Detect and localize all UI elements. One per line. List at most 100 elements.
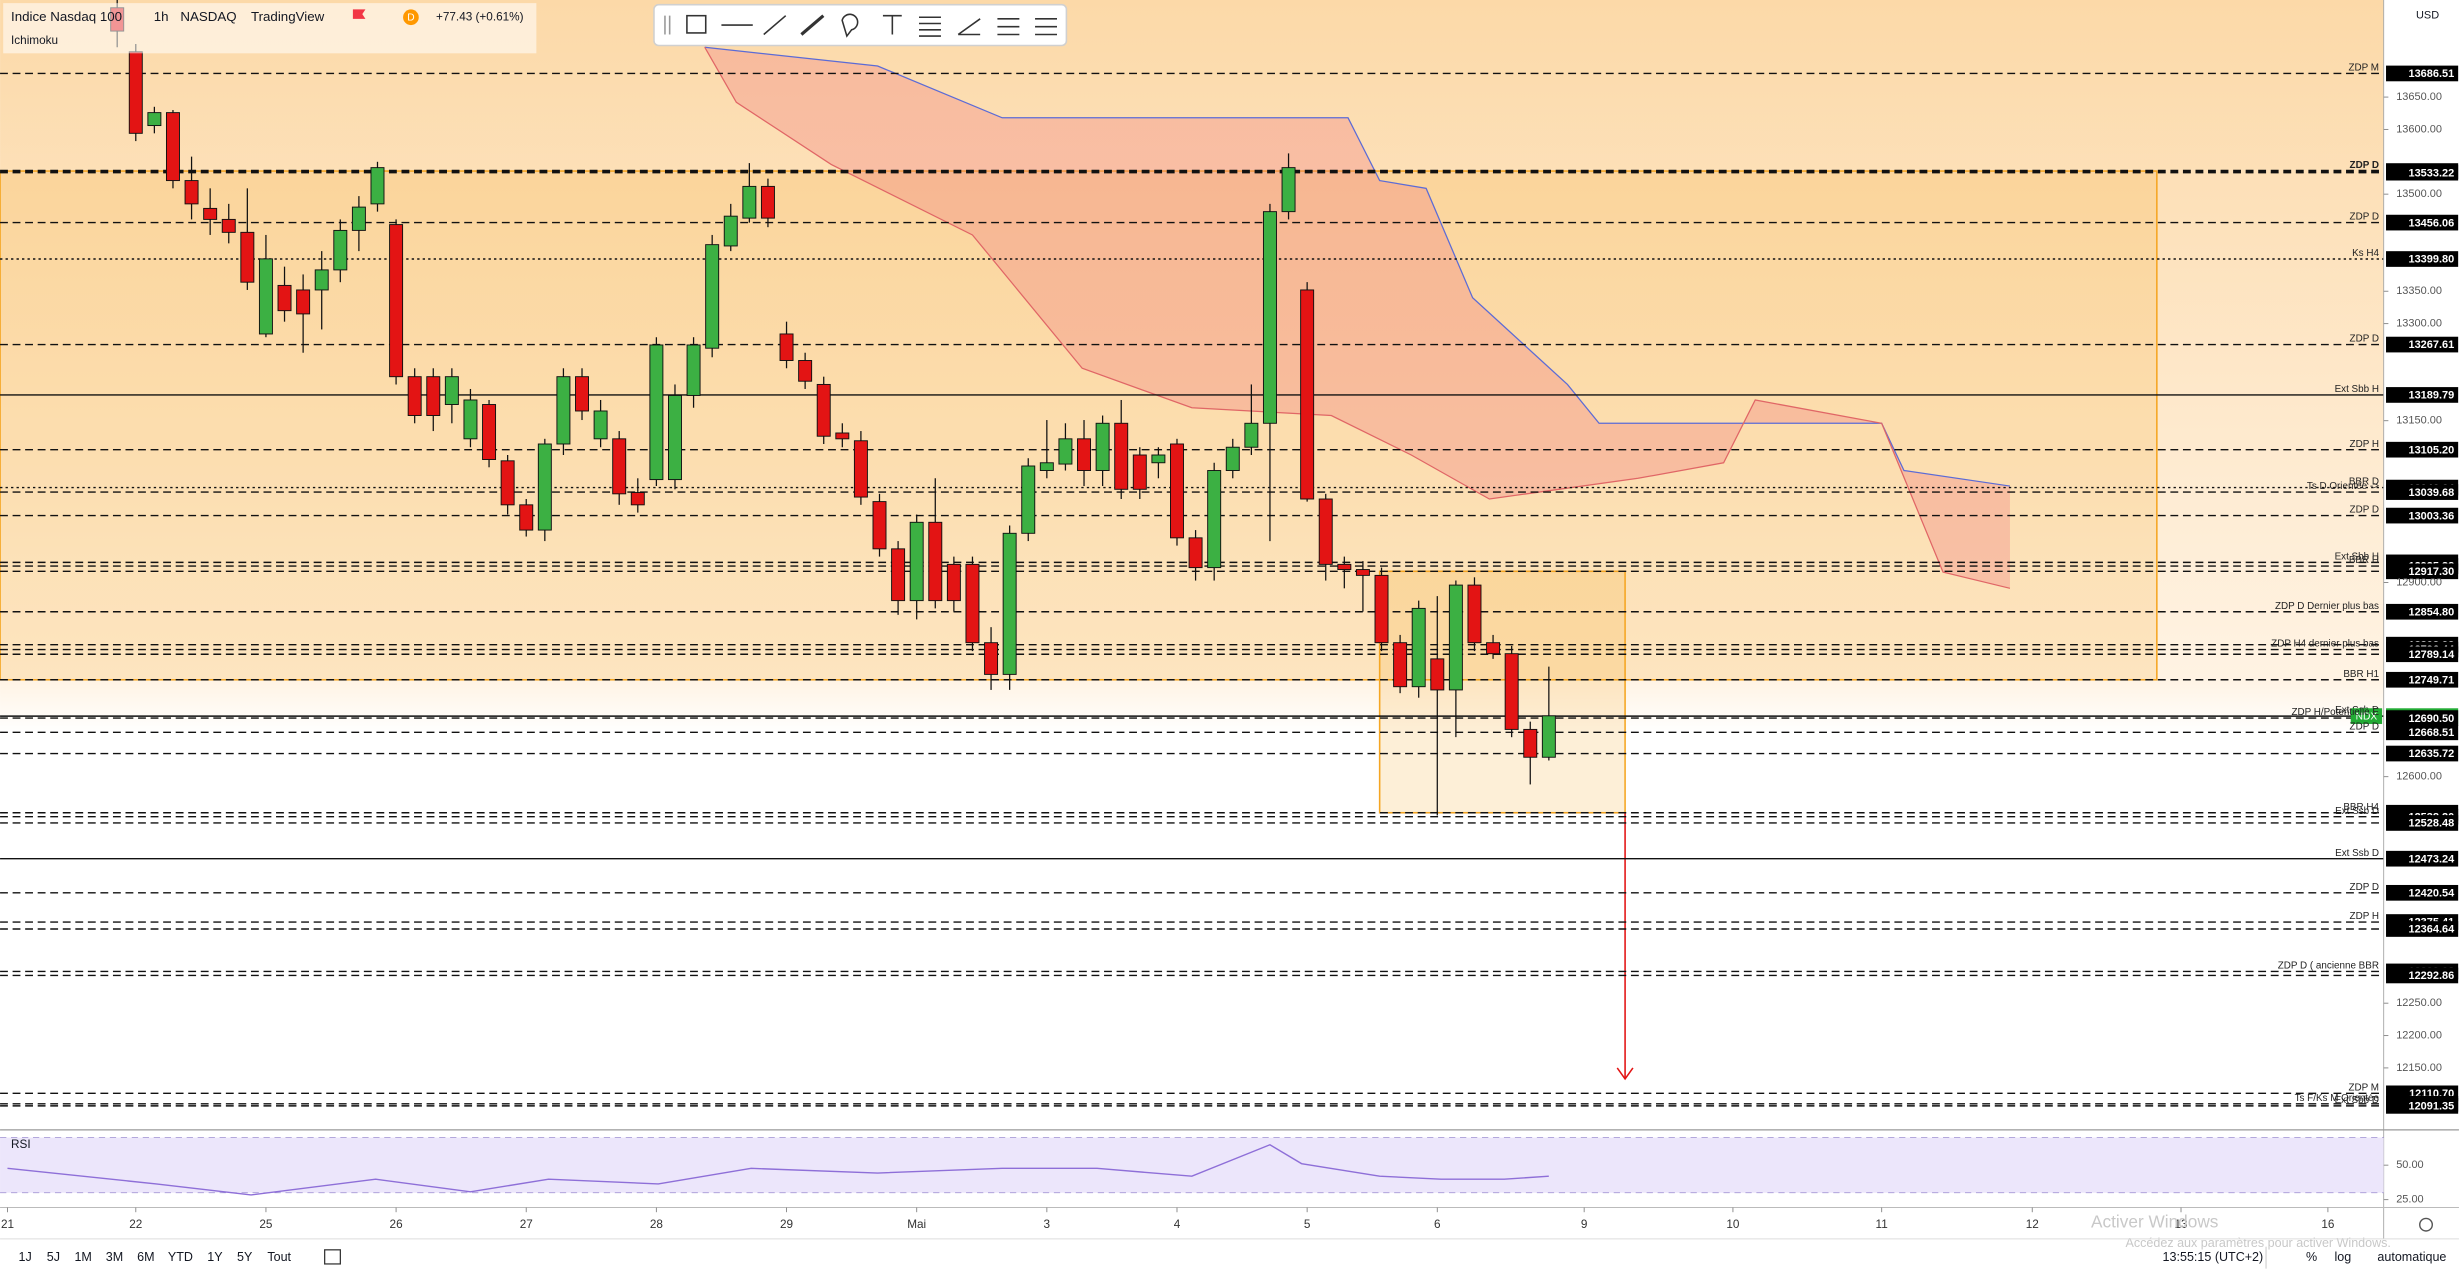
toolbar-handle[interactable] bbox=[664, 15, 671, 35]
candle-body bbox=[184, 180, 199, 205]
candle-body bbox=[1244, 422, 1259, 448]
price-label-box bbox=[2386, 850, 2459, 867]
level-name: BBR H4 bbox=[2343, 802, 2379, 813]
level-name: ZDP D bbox=[2350, 160, 2379, 171]
toolbar-panel bbox=[653, 3, 1068, 47]
timeframe-button[interactable]: 5Y bbox=[237, 1250, 253, 1264]
timeframe-button[interactable]: 5J bbox=[47, 1250, 60, 1264]
y-tick-label: 12600.00 bbox=[2396, 771, 2442, 783]
candle-body bbox=[370, 167, 385, 205]
source: TradingView bbox=[251, 9, 325, 24]
tool-marker[interactable] bbox=[841, 13, 859, 38]
level-name: Ts F/Ks M Orientée bbox=[2295, 1093, 2380, 1104]
candle-body bbox=[296, 289, 311, 315]
timeframe-button[interactable]: 1J bbox=[19, 1250, 32, 1264]
candle-body bbox=[742, 185, 757, 219]
x-tick-label: 3 bbox=[1044, 1218, 1051, 1231]
watermark-title: Activer Windows bbox=[2091, 1212, 2218, 1232]
candle-body bbox=[556, 376, 571, 445]
price-label-box bbox=[2386, 507, 2459, 524]
timeframe-button[interactable]: 6M bbox=[137, 1250, 154, 1264]
candle-body bbox=[1523, 728, 1538, 758]
level-name: BBR H bbox=[2349, 555, 2379, 566]
level-name: Ts D Orientée -> bbox=[2307, 481, 2379, 492]
level-name: ZDP M bbox=[2348, 1082, 2379, 1093]
rsi-pane bbox=[0, 1137, 2384, 1196]
timeframe-button[interactable]: 1M bbox=[74, 1250, 91, 1264]
tool-rectangle[interactable] bbox=[686, 14, 707, 34]
price-label-box bbox=[2386, 563, 2459, 580]
tool-angle[interactable] bbox=[957, 18, 981, 36]
flag-icon[interactable] bbox=[352, 9, 366, 19]
scale-button[interactable]: log bbox=[2335, 1250, 2352, 1264]
symbol[interactable]: Indice Nasdaq 100 bbox=[11, 9, 122, 24]
price-label: 13686.51 bbox=[2408, 68, 2454, 80]
x-tick-label: 16 bbox=[2321, 1218, 2335, 1231]
zone bbox=[1378, 570, 1626, 814]
price-label: 12749.71 bbox=[2408, 674, 2454, 686]
candle-body bbox=[723, 215, 738, 247]
date-range-icon[interactable] bbox=[324, 1249, 341, 1265]
tool-text[interactable] bbox=[882, 14, 902, 35]
tool-trend[interactable] bbox=[763, 15, 787, 36]
currency[interactable]: USD bbox=[2416, 10, 2439, 22]
y-tick-label: 12200.00 bbox=[2396, 1029, 2442, 1041]
level-name: ZDP D Dernier plus bas bbox=[2275, 601, 2379, 612]
zones bbox=[0, 170, 2158, 1081]
price-label-box bbox=[2386, 1098, 2459, 1114]
tool-settings[interactable] bbox=[997, 18, 1020, 36]
candle-body bbox=[1486, 642, 1501, 655]
level-name: ZDP D bbox=[2350, 882, 2379, 893]
candle-body bbox=[816, 383, 831, 437]
price-label-box bbox=[2386, 646, 2459, 663]
price-label: 12668.51 bbox=[2408, 727, 2454, 739]
scale-button[interactable]: % bbox=[2306, 1250, 2317, 1264]
candle-body bbox=[1337, 563, 1352, 571]
timeframe-button[interactable]: 3M bbox=[106, 1250, 123, 1264]
cloud bbox=[704, 46, 2011, 589]
settings-icon[interactable] bbox=[2419, 1217, 2433, 1232]
price-label: 13039.68 bbox=[2408, 487, 2454, 499]
interval[interactable]: 1h bbox=[154, 9, 169, 24]
level-name: Ks H4 bbox=[2352, 248, 2379, 259]
level-name: ZDP D bbox=[2350, 334, 2379, 345]
candle-body bbox=[1021, 465, 1036, 534]
timeframe-button[interactable]: 1Y bbox=[207, 1250, 223, 1264]
x-tick-label: 22 bbox=[129, 1218, 142, 1231]
candle-body bbox=[668, 394, 682, 481]
price-label: 12690.50 bbox=[2408, 713, 2454, 725]
price-label-box bbox=[2386, 671, 2459, 688]
header-background bbox=[3, 3, 537, 54]
candle-body bbox=[1318, 498, 1333, 565]
price-label-box bbox=[2386, 710, 2459, 726]
timeframe-button[interactable]: Tout bbox=[267, 1250, 291, 1264]
cloud-fill bbox=[704, 47, 2010, 589]
candle-body bbox=[946, 563, 961, 602]
x-tick-label: 25 bbox=[259, 1218, 273, 1231]
candle-body bbox=[463, 399, 478, 440]
x-tick-label: 29 bbox=[780, 1218, 793, 1231]
candle-body bbox=[519, 504, 534, 531]
price-label: 12854.80 bbox=[2408, 606, 2454, 618]
candle-body bbox=[1467, 584, 1482, 644]
candle-body bbox=[1170, 443, 1184, 539]
rsi-line bbox=[7, 1143, 1549, 1196]
x-tick-label: 9 bbox=[1581, 1218, 1588, 1231]
tool-more[interactable] bbox=[1035, 18, 1058, 36]
level-name: ZDP H bbox=[2350, 911, 2379, 922]
tool-fib[interactable] bbox=[919, 16, 941, 37]
scale-button[interactable]: automatique bbox=[2377, 1250, 2446, 1264]
last-tag: NDX bbox=[2356, 712, 2378, 723]
timeframe-button[interactable]: YTD bbox=[168, 1250, 193, 1264]
price-label: 13399.80 bbox=[2408, 254, 2454, 266]
indicator-name[interactable]: Ichimoku bbox=[11, 34, 58, 47]
price-label-box bbox=[2386, 815, 2459, 831]
price-label-box bbox=[2386, 336, 2459, 353]
candle-body bbox=[1355, 569, 1370, 576]
x-tick-label: 5 bbox=[1304, 1218, 1311, 1231]
tool-ray[interactable] bbox=[800, 14, 825, 36]
level-name: BBR H1 bbox=[2343, 669, 2379, 680]
candle-body bbox=[1393, 642, 1408, 688]
price-label-box bbox=[2386, 65, 2459, 82]
